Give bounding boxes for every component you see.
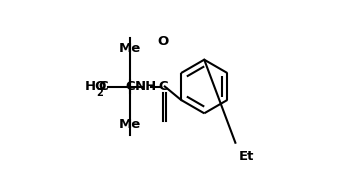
Text: HO: HO (85, 80, 107, 93)
Text: Me: Me (119, 42, 141, 54)
Text: C: C (125, 80, 135, 93)
Text: C: C (98, 80, 108, 93)
Text: C: C (158, 80, 167, 93)
Text: NH: NH (134, 80, 157, 93)
Text: 2: 2 (96, 88, 103, 98)
Text: Me: Me (119, 119, 141, 131)
Text: O: O (157, 35, 168, 48)
Text: Et: Et (239, 150, 254, 163)
